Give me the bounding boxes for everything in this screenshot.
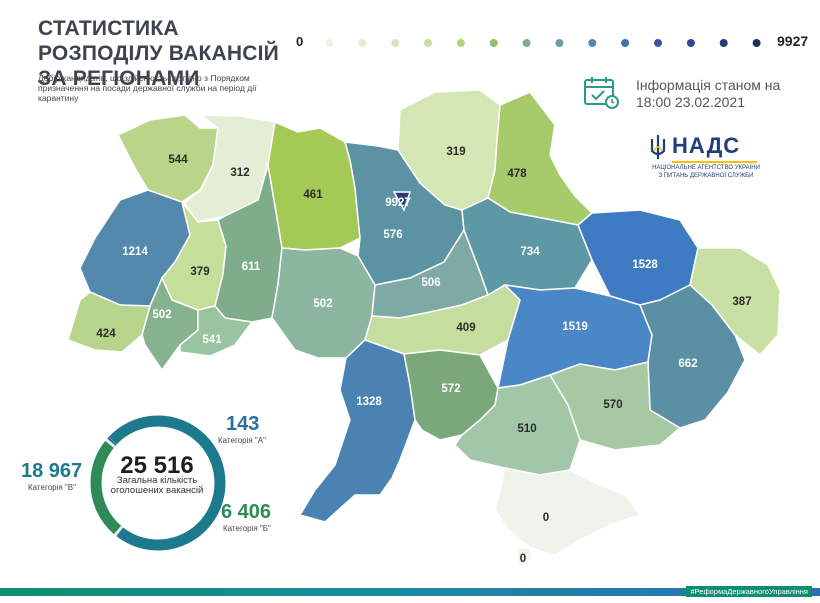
region-value-donetsk: 662 — [678, 358, 697, 370]
trident-icon — [650, 135, 666, 159]
region-kherson[interactable] — [454, 374, 581, 476]
logo-subtitle-line2: З ПИТАНЬ ДЕРЖАВНОЇ СЛУЖБИ — [658, 173, 754, 179]
region-value-volyn: 544 — [168, 154, 188, 166]
logo-name: НАДС — [672, 133, 741, 158]
scale-dot — [456, 39, 465, 47]
scale-dot — [588, 39, 597, 47]
region-value-chernivtsi: 541 — [202, 334, 222, 346]
logo-subtitle-line1: НАЦІОНАЛЬНЕ АГЕНТСТВО УКРАЇНИ — [652, 165, 760, 171]
region-chernivtsi[interactable] — [179, 305, 254, 357]
footer-hashtag: #РеформаДержавногоУправління — [686, 586, 812, 597]
region-sevastopol[interactable] — [516, 547, 533, 567]
region-value-rivne: 312 — [230, 167, 249, 179]
info-date: 18:00 23.02.2021 — [636, 94, 745, 110]
region-value-zaporizhzhia: 570 — [603, 399, 622, 411]
region-value-kherson: 510 — [517, 423, 536, 435]
region-value-zakarpattia: 424 — [96, 328, 116, 340]
scale-dot — [654, 39, 662, 47]
donut-segment-b — [90, 415, 226, 551]
color-scale-legend — [325, 39, 761, 47]
region-odesa[interactable] — [298, 339, 416, 523]
region-value-ivano-frankivsk: 502 — [152, 309, 171, 321]
region-value-crimea: 0 — [543, 512, 549, 524]
region-crimea[interactable] — [494, 467, 642, 556]
scale-dot — [719, 39, 728, 47]
region-value-odesa: 1328 — [356, 396, 382, 408]
region-value-poltava: 734 — [520, 246, 540, 258]
region-value-zhytomyr: 461 — [303, 189, 323, 201]
category-b-label: Категорія "Б" — [223, 524, 271, 533]
total-vacancies-caption: Загальна кількість оголошених вакансій — [110, 475, 204, 496]
total-donut-chart — [90, 415, 226, 551]
region-sumy[interactable] — [487, 91, 594, 226]
region-value-khmelnytskyi: 611 — [242, 261, 261, 273]
category-a-value: 143 — [226, 413, 260, 435]
scale-dot — [325, 39, 334, 47]
region-kyiv-city[interactable] — [392, 191, 412, 212]
logo-underline — [672, 161, 757, 163]
region-zaporizhzhia[interactable] — [548, 361, 682, 451]
region-value-kyiv-oblast: 576 — [383, 229, 402, 241]
region-value-vinnytsia: 502 — [313, 298, 332, 310]
scale-dot — [621, 39, 630, 47]
region-value-sevastopol: 0 — [520, 553, 526, 565]
region-value-kharkiv: 1528 — [632, 259, 658, 271]
scale-dot — [358, 39, 367, 47]
scale-max-label: 9927 — [777, 33, 809, 49]
scale-dot — [686, 39, 695, 47]
region-value-mykolaiv: 572 — [441, 383, 460, 395]
region-value-sumy: 478 — [507, 168, 527, 180]
region-value-cherkasy: 506 — [421, 277, 440, 289]
region-value-chernihiv: 319 — [446, 146, 465, 158]
category-a-label: Категорія "А" — [218, 436, 266, 445]
calendar-check-icon — [584, 77, 619, 109]
region-value-dnipropetrovsk: 1519 — [562, 321, 588, 333]
page-title: СТАТИСТИКА РОЗПОДІЛУ ВАКАНСІЙ ЗА РЕГІОНА… — [38, 17, 279, 90]
scale-dot — [555, 39, 564, 47]
region-value-luhansk: 387 — [732, 296, 751, 308]
category-v-value: 18 967 — [21, 460, 83, 482]
category-v-label: Категорія "В" — [28, 483, 76, 492]
region-value-kyiv-city: 9927 — [385, 197, 411, 209]
footer-bar — [0, 588, 820, 596]
region-value-lviv: 1214 — [122, 246, 148, 258]
scale-min-label: 0 — [296, 34, 304, 49]
scale-dot — [424, 39, 432, 47]
donut-segment-v — [90, 415, 226, 551]
page-subtitle: Добір кандидатів, що здійснюється згідно… — [38, 73, 257, 103]
scale-dot — [489, 39, 498, 47]
region-value-ternopil: 379 — [190, 266, 209, 278]
category-b-value: 6 406 — [221, 501, 272, 523]
scale-dot — [752, 39, 761, 47]
scale-dot — [522, 39, 531, 47]
region-zhytomyr[interactable] — [267, 120, 361, 251]
info-label: Інформація станом на — [636, 77, 781, 93]
region-value-kirovohrad: 409 — [456, 322, 475, 334]
scale-dot — [391, 39, 400, 47]
total-vacancies-value: 25 516 — [120, 452, 194, 479]
